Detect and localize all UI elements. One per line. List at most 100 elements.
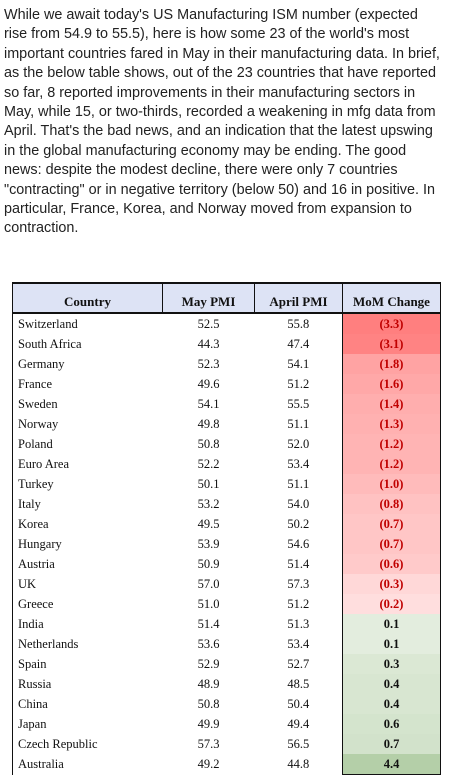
country-cell: Australia [12, 754, 163, 775]
april-pmi-cell: 51.2 [287, 596, 310, 611]
may-pmi-cell: 57.0 [197, 576, 220, 591]
table-row: Switzerland 52.5 55.8 (3.3) [12, 313, 441, 334]
mom-change-cell: 0.6 [342, 714, 441, 734]
country-cell: Switzerland [12, 313, 163, 334]
table-row: Sweden 54.1 55.5 (1.4) [12, 394, 441, 414]
mom-change-cell: 0.4 [342, 674, 441, 694]
mom-change-cell: (0.7) [342, 514, 441, 534]
may-pmi-cell: 44.3 [197, 336, 220, 351]
may-pmi-cell: 53.2 [197, 496, 220, 511]
april-pmi-cell: 51.1 [287, 416, 310, 431]
may-pmi-cell: 51.0 [197, 596, 220, 611]
table-row: UK 57.0 57.3 (0.3) [12, 574, 441, 594]
mom-change-cell: (1.2) [342, 454, 441, 474]
may-pmi-cell: 48.9 [197, 676, 220, 691]
april-pmi-cell: 53.4 [287, 636, 310, 651]
table-row: Netherlands 53.6 53.4 0.1 [12, 634, 441, 654]
header-mom-change: MoM Change [342, 282, 441, 314]
country-cell: Norway [12, 414, 163, 434]
table-row: France 49.6 51.2 (1.6) [12, 374, 441, 394]
table-row: Russia 48.9 48.5 0.4 [12, 674, 441, 694]
country-cell: Netherlands [12, 634, 163, 654]
country-cell: Spain [12, 654, 163, 674]
intro-paragraph: While we await today's US Manufacturing … [4, 6, 452, 239]
may-pmi-cell: 49.9 [197, 716, 220, 731]
table-row: Korea 49.5 50.2 (0.7) [12, 514, 441, 534]
header-country: Country [12, 282, 163, 314]
april-pmi-cell: 51.1 [287, 476, 310, 491]
table-row: Australia 49.2 44.8 4.4 [12, 754, 441, 775]
mom-change-cell: 0.1 [342, 614, 441, 634]
mom-change-cell: (3.1) [342, 334, 441, 354]
table-row: Hungary 53.9 54.6 (0.7) [12, 534, 441, 554]
country-cell: South Africa [12, 334, 163, 354]
country-cell: UK [12, 574, 163, 594]
may-pmi-cell: 57.3 [197, 736, 220, 751]
april-pmi-cell: 57.3 [287, 576, 310, 591]
april-pmi-cell: 54.1 [287, 356, 310, 371]
intro-line: While we await today's US Manufacturing … [4, 7, 418, 23]
country-cell: India [12, 614, 163, 634]
intro-line: particular, France, Korea, and Norway mo… [4, 200, 412, 217]
intro-line: news: despite the modest decline, there … [4, 162, 398, 179]
country-cell: Germany [12, 354, 163, 374]
may-pmi-cell: 49.6 [197, 376, 220, 391]
may-pmi-cell: 49.8 [197, 416, 220, 431]
april-pmi-cell: 53.4 [287, 456, 310, 471]
country-cell: Sweden [12, 394, 163, 414]
mom-change-cell: (1.0) [342, 474, 441, 494]
country-cell: Italy [12, 494, 163, 514]
mom-change-cell: (0.7) [342, 534, 441, 554]
table-row: Turkey 50.1 51.1 (1.0) [12, 474, 441, 494]
table-row: Italy 53.2 54.0 (0.8) [12, 494, 441, 514]
may-pmi-cell: 53.9 [197, 536, 220, 551]
mom-change-cell: (0.2) [342, 594, 441, 614]
may-pmi-cell: 52.9 [197, 656, 220, 671]
intro-line: as the below table shows, out of the 23 … [4, 65, 436, 82]
april-pmi-cell: 44.8 [287, 756, 310, 771]
country-cell: Czech Republic [12, 734, 163, 754]
mom-change-cell: 0.4 [342, 694, 441, 714]
mom-change-cell: 0.7 [342, 734, 441, 754]
april-pmi-cell: 50.2 [287, 516, 310, 531]
table-row: Austria 50.9 51.4 (0.6) [12, 554, 441, 574]
table-row: Euro Area 52.2 53.4 (1.2) [12, 454, 441, 474]
intro-line: May, while 15, or two-thirds, recorded a… [4, 103, 436, 120]
table-row: China 50.8 50.4 0.4 [12, 694, 441, 714]
country-cell: Greece [12, 594, 163, 614]
april-pmi-cell: 52.0 [287, 436, 310, 451]
pmi-table: Country May PMI April PMI MoM Change Swi… [12, 282, 441, 775]
april-pmi-cell: 56.5 [287, 736, 310, 751]
intro-line: important countries fared in May in thei… [4, 45, 440, 62]
table-row: Poland 50.8 52.0 (1.2) [12, 434, 441, 454]
header-april-pmi: April PMI [254, 282, 343, 314]
intro-line: in the global manufacturing economy may … [4, 142, 407, 159]
table-row: Norway 49.8 51.1 (1.3) [12, 414, 441, 434]
april-pmi-cell: 54.6 [287, 536, 310, 551]
country-cell: Austria [12, 554, 163, 574]
may-pmi-cell: 51.4 [197, 616, 220, 631]
may-pmi-cell: 50.8 [197, 696, 220, 711]
country-cell: China [12, 694, 163, 714]
mom-change-cell: (1.3) [342, 414, 441, 434]
mom-change-cell: (3.3) [342, 313, 441, 334]
may-pmi-cell: 52.2 [197, 456, 220, 471]
table-row: South Africa 44.3 47.4 (3.1) [12, 334, 441, 354]
mom-change-cell: (1.8) [342, 354, 441, 374]
table-row: Spain 52.9 52.7 0.3 [12, 654, 441, 674]
april-pmi-cell: 47.4 [287, 336, 310, 351]
table-row: Japan 49.9 49.4 0.6 [12, 714, 441, 734]
april-pmi-cell: 50.4 [287, 696, 310, 711]
intro-line: "contracting" or in negative territory (… [4, 181, 435, 198]
may-pmi-cell: 52.3 [197, 356, 220, 371]
table-body: Switzerland 52.5 55.8 (3.3) South Africa 44.3… [12, 313, 441, 775]
table-row: India 51.4 51.3 0.1 [12, 614, 441, 634]
table-row: Greece 51.0 51.2 (0.2) [12, 594, 441, 614]
mom-change-cell: 0.1 [342, 634, 441, 654]
mom-change-cell: 0.3 [342, 654, 441, 674]
may-pmi-cell: 52.5 [197, 316, 220, 331]
may-pmi-cell: 50.1 [197, 476, 220, 491]
country-cell: Japan [12, 714, 163, 734]
country-cell: France [12, 374, 163, 394]
intro-line: so far, 8 reported improvements in their… [4, 84, 416, 101]
